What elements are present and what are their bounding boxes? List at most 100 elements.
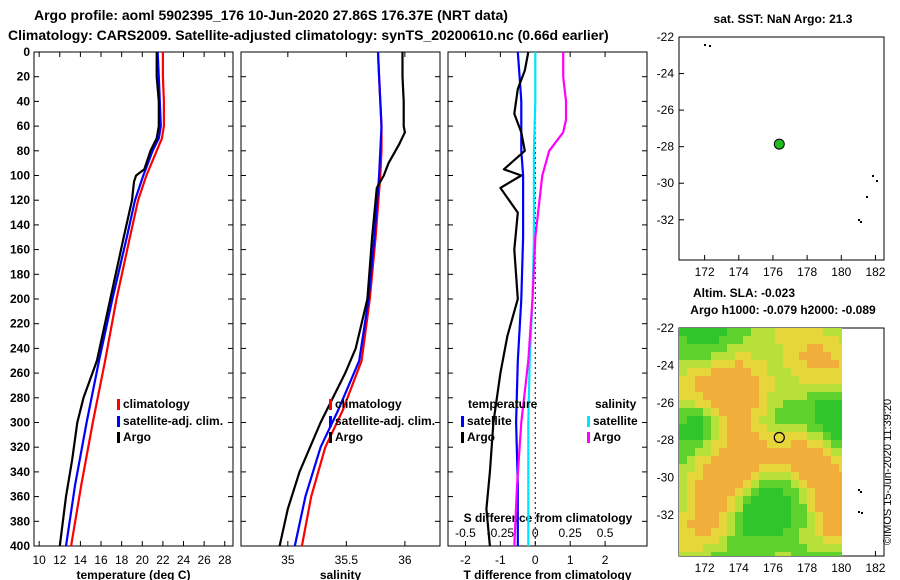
sla-cell — [759, 536, 767, 544]
sla-cell — [831, 344, 839, 352]
sla-cell — [759, 544, 767, 552]
sla-cell — [703, 552, 711, 556]
sla-cell — [719, 496, 727, 504]
sla-cell — [775, 400, 783, 408]
sla-cell — [807, 408, 815, 416]
sla-cell — [783, 368, 791, 376]
sla-cell — [767, 512, 775, 520]
y-tick-label: 20 — [17, 70, 31, 84]
sla-cell — [711, 352, 719, 360]
x-axis-label: salinity — [320, 568, 362, 580]
sla-cell — [743, 528, 751, 536]
sla-cell — [759, 376, 767, 384]
sla-cell — [767, 384, 775, 392]
sla-cell — [727, 448, 735, 456]
sla-cell — [743, 424, 751, 432]
y-tick-label: 40 — [17, 94, 31, 108]
sla-cell — [719, 336, 727, 344]
sla-cell — [711, 400, 719, 408]
sla-cell — [751, 488, 759, 496]
sla-cell — [791, 368, 799, 376]
sla-cell — [735, 528, 743, 536]
sla-cell — [735, 480, 743, 488]
sla-cell — [815, 464, 823, 472]
legend-argo-line-label: Argo — [123, 430, 151, 444]
map-y-tick-label: -30 — [657, 176, 675, 190]
sla-cell — [759, 448, 767, 456]
sla-cell — [735, 392, 743, 400]
sla-cell — [807, 440, 815, 448]
sla-cell — [695, 496, 703, 504]
sla-cell — [719, 504, 727, 512]
sla-cell — [775, 464, 783, 472]
sla-cell — [775, 488, 783, 496]
sla-cell — [823, 416, 831, 424]
sla-cell — [823, 504, 831, 512]
sla-cell — [703, 424, 711, 432]
sla-cell — [679, 480, 687, 488]
sla-cell — [743, 472, 751, 480]
sla-cell — [823, 384, 831, 392]
sla-cell — [719, 536, 727, 544]
sla-cell — [831, 368, 839, 376]
sla-cell — [735, 328, 743, 336]
sla-cell — [831, 432, 839, 440]
sla-cell — [815, 480, 823, 488]
sla-cell — [751, 456, 759, 464]
sla-cell — [767, 488, 775, 496]
sla-cell — [735, 552, 743, 556]
x-tick-label: 24 — [177, 553, 191, 567]
legend-climatology-line-swatch — [117, 399, 120, 410]
sla-cell — [727, 512, 735, 520]
sla-cell — [799, 344, 807, 352]
sla-cell — [743, 352, 751, 360]
sla-cell — [751, 512, 759, 520]
sla-cell — [839, 424, 842, 432]
sla-cell — [839, 376, 842, 384]
sla-cell — [767, 536, 775, 544]
sla-cell — [775, 520, 783, 528]
sla-cell — [679, 424, 687, 432]
sla-cell — [727, 384, 735, 392]
map-y-tick-label: -32 — [657, 213, 675, 227]
x-tick-label: 28 — [218, 553, 232, 567]
sla-cell — [711, 408, 719, 416]
argo-float-marker — [773, 431, 785, 444]
sla-cell — [823, 368, 831, 376]
sla-cell — [695, 344, 703, 352]
sla-cell — [807, 360, 815, 368]
sla-cell — [839, 440, 842, 448]
sla-cell — [711, 488, 719, 496]
sla-cell — [751, 520, 759, 528]
sla-cell — [735, 448, 743, 456]
sla-cell — [791, 504, 799, 512]
sla-cell — [775, 328, 783, 336]
map-y-tick-label: -28 — [657, 140, 675, 154]
sla-cell — [719, 416, 727, 424]
map-y-tick-label: -28 — [657, 433, 675, 447]
map-y-tick-label: -26 — [657, 103, 675, 117]
sla-cell — [823, 352, 831, 360]
sla-cell — [751, 384, 759, 392]
sla-cell — [719, 464, 727, 472]
sla-cell — [711, 464, 719, 472]
sla-cell — [703, 440, 711, 448]
sla-cell — [815, 416, 823, 424]
sla-cell — [815, 512, 823, 520]
satellite-clim-line — [293, 51, 383, 547]
y-tick-label: 280 — [10, 391, 30, 405]
sla-cell — [703, 376, 711, 384]
sla-cell — [703, 496, 711, 504]
sla-cell — [735, 376, 743, 384]
sla-cell — [775, 472, 783, 480]
sla-cell — [839, 352, 842, 360]
sla-cell — [687, 384, 695, 392]
sla-cell — [807, 552, 815, 556]
sla-cell — [831, 424, 839, 432]
legend-climatology-line-label: climatology — [123, 397, 190, 411]
sla-cell — [679, 400, 687, 408]
sla-cell — [831, 536, 839, 544]
sla-cell — [775, 360, 783, 368]
sla-cell — [695, 440, 703, 448]
sla-cell — [783, 344, 791, 352]
